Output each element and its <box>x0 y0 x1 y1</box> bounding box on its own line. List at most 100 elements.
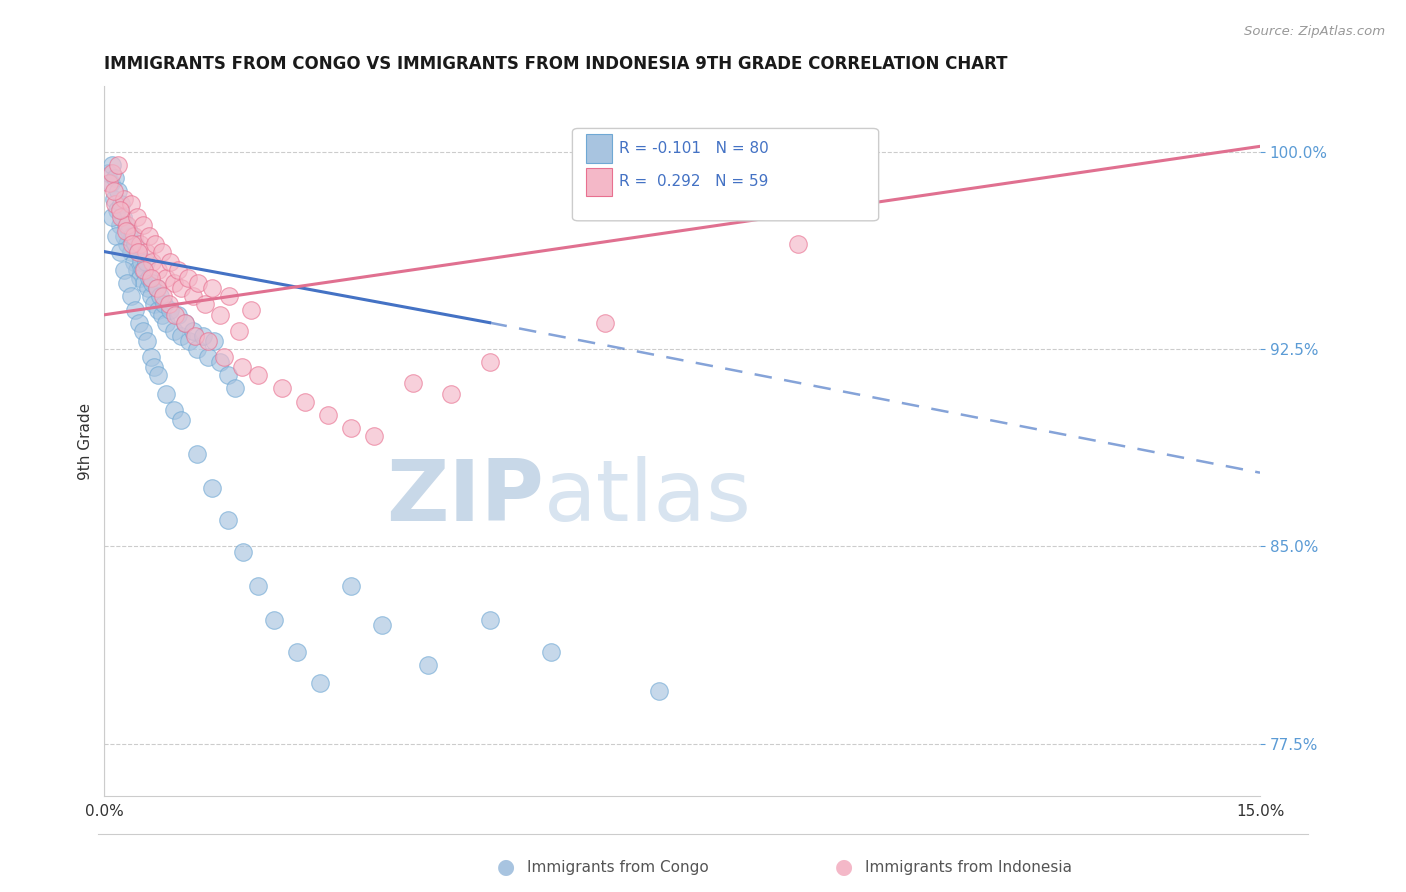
Point <box>170 281 193 295</box>
Point <box>270 381 292 395</box>
Point <box>232 544 254 558</box>
Point <box>107 184 129 198</box>
Point <box>134 263 156 277</box>
Text: ZIP: ZIP <box>385 457 544 540</box>
FancyBboxPatch shape <box>586 134 612 162</box>
Point <box>98 176 121 190</box>
Point <box>146 281 169 295</box>
Point <box>110 211 132 225</box>
Point <box>159 302 181 317</box>
Point <box>148 368 170 383</box>
Point <box>107 158 129 172</box>
Text: Immigrants from Indonesia: Immigrants from Indonesia <box>865 860 1071 874</box>
Point <box>139 289 162 303</box>
Point <box>231 360 253 375</box>
Point <box>117 276 139 290</box>
Point <box>112 228 135 243</box>
Point <box>193 297 215 311</box>
Point <box>125 211 148 225</box>
Point <box>120 244 142 259</box>
Point <box>157 297 180 311</box>
Text: atlas: atlas <box>544 457 752 540</box>
Point <box>122 228 145 243</box>
Text: R =  0.292   N = 59: R = 0.292 N = 59 <box>619 174 768 189</box>
Point <box>115 219 138 233</box>
Point <box>101 166 124 180</box>
Point <box>285 645 308 659</box>
Point <box>141 276 163 290</box>
Point <box>212 350 235 364</box>
Point <box>138 271 160 285</box>
Point <box>294 394 316 409</box>
Point <box>103 184 125 198</box>
Text: 0.0%: 0.0% <box>84 805 124 819</box>
Point <box>135 334 157 348</box>
Point <box>201 482 224 496</box>
Point <box>127 244 149 259</box>
Point <box>112 192 135 206</box>
Point <box>100 176 122 190</box>
Point <box>101 158 124 172</box>
Point <box>149 289 172 303</box>
Point <box>186 447 208 461</box>
Point <box>97 166 120 180</box>
Point <box>143 360 166 375</box>
Point <box>186 342 208 356</box>
Point <box>202 334 225 348</box>
Point <box>181 289 204 303</box>
Point <box>786 236 808 251</box>
Point <box>108 219 131 233</box>
Point <box>648 684 671 698</box>
Point <box>105 202 128 217</box>
Text: Immigrants from Congo: Immigrants from Congo <box>527 860 709 874</box>
Point <box>136 281 159 295</box>
Point <box>104 228 127 243</box>
Point <box>132 263 155 277</box>
Point <box>593 316 616 330</box>
Point <box>478 613 501 627</box>
Point <box>218 289 240 303</box>
Point <box>124 236 146 251</box>
Point <box>201 281 224 295</box>
Point <box>208 355 231 369</box>
Point <box>141 255 163 269</box>
Point <box>139 271 162 285</box>
Point <box>363 429 385 443</box>
Text: R = -0.101   N = 80: R = -0.101 N = 80 <box>619 141 769 156</box>
Point <box>166 263 188 277</box>
Point <box>155 386 177 401</box>
Point <box>150 244 173 259</box>
Point <box>103 192 125 206</box>
Point <box>120 197 142 211</box>
Point <box>170 413 193 427</box>
Point <box>146 281 169 295</box>
Point <box>153 297 176 311</box>
Point <box>163 276 186 290</box>
Point <box>132 324 155 338</box>
Point <box>108 244 131 259</box>
Point <box>135 244 157 259</box>
Point <box>134 276 156 290</box>
Point <box>340 579 363 593</box>
Point <box>152 289 174 303</box>
FancyBboxPatch shape <box>572 128 879 221</box>
Point <box>184 328 207 343</box>
Text: Source: ZipAtlas.com: Source: ZipAtlas.com <box>1244 25 1385 38</box>
Point <box>148 302 170 317</box>
Point <box>131 255 153 269</box>
Point <box>104 170 127 185</box>
Point <box>478 355 501 369</box>
Point <box>187 276 209 290</box>
Point <box>316 408 339 422</box>
Point <box>143 236 166 251</box>
Point <box>309 676 332 690</box>
Point <box>191 328 214 343</box>
Text: IMMIGRANTS FROM CONGO VS IMMIGRANTS FROM INDONESIA 9TH GRADE CORRELATION CHART: IMMIGRANTS FROM CONGO VS IMMIGRANTS FROM… <box>104 55 1008 73</box>
Point <box>125 263 148 277</box>
Point <box>135 255 157 269</box>
Point <box>217 368 239 383</box>
Point <box>120 289 142 303</box>
Point <box>159 255 181 269</box>
Point <box>155 316 177 330</box>
Point <box>132 219 155 233</box>
